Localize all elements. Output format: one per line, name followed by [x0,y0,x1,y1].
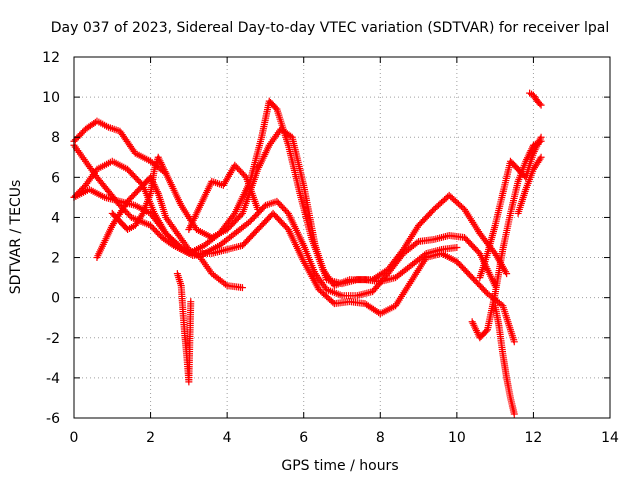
data-point [536,155,544,163]
data-point [453,244,461,252]
x-tick-labels: 0 2 4 6 8 10 12 14 [70,430,619,446]
data-point [254,205,262,213]
data-point [221,280,229,288]
series-track-m [526,89,545,109]
grid [74,57,610,418]
series-track-d [70,185,518,346]
y-tick-label: -4 [46,371,60,387]
y-tick-label: 2 [51,251,60,267]
data-point [503,270,511,278]
series-track-l [514,153,545,217]
series-track-j [476,133,545,282]
y-tick-label: -2 [46,331,60,347]
data-point [537,101,545,109]
x-tick-label: 10 [448,430,466,446]
x-tick-label: 6 [299,430,308,446]
data-points [70,89,545,418]
data-point [537,153,545,161]
y-tick-label: 12 [42,50,60,66]
data-point [238,284,246,292]
y-tick-label: -6 [46,411,60,427]
x-tick-label: 8 [376,430,385,446]
y-tick-label: 8 [51,130,60,146]
data-point [510,410,518,418]
data-point [536,100,544,108]
data-point [329,298,337,306]
series-track-f [108,153,170,233]
data-point [482,327,490,335]
x-tick-label: 14 [601,430,619,446]
x-axis-label: GPS time / hours [281,458,398,474]
data-point [510,338,518,346]
data-point [162,169,170,177]
data-point [138,211,146,219]
chart-title: Day 037 of 2023, Sidereal Day-to-day VTE… [51,20,609,36]
y-tick-labels: -6 -4 -2 0 2 4 6 8 10 12 [42,50,60,427]
data-point [398,251,406,259]
series-track-a [70,97,461,290]
data-point [241,172,249,180]
x-tick-label: 4 [223,430,232,446]
series-track-k [491,302,518,418]
x-tick-label: 12 [525,430,543,446]
data-point [230,211,238,219]
y-tick-label: 6 [51,170,60,186]
series-track-b [70,117,511,288]
x-tick-label: 2 [146,430,155,446]
data-point [537,133,545,141]
y-tick-label: 0 [51,291,60,307]
data-point [413,239,421,247]
axis-ticks [73,56,611,419]
x-tick-label: 0 [70,430,79,446]
y-axis-label: SDTVAR / TECUs [8,180,24,295]
y-tick-label: 4 [51,210,60,226]
plot-frame [73,56,611,419]
data-point [187,298,195,306]
series-track-g [185,161,262,233]
y-tick-label: 10 [42,90,60,106]
series-track-h [173,270,195,386]
